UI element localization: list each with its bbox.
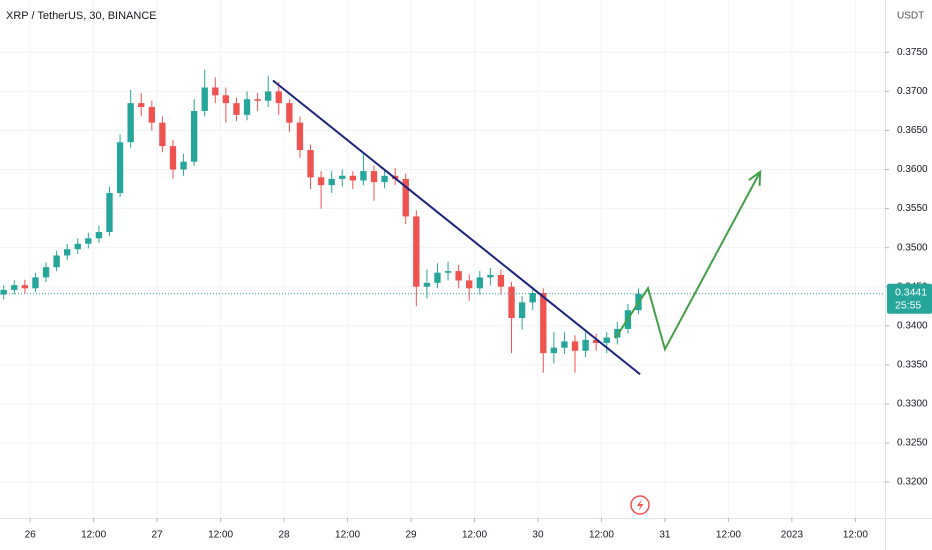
x-tick-label: 2023 <box>781 530 804 541</box>
candle-body <box>328 178 335 186</box>
candle-body <box>603 337 610 343</box>
candle-body <box>455 271 462 281</box>
x-tick-label: 12:00 <box>335 530 360 541</box>
y-tick-label: 0.3500 <box>897 242 928 253</box>
candle-body <box>275 91 282 104</box>
candle-body <box>487 275 494 278</box>
candle-body <box>444 271 452 273</box>
candle-body <box>508 286 515 318</box>
chart-title: XRP / TetherUS, 30, BINANCE <box>6 10 157 22</box>
candle-body <box>540 292 547 354</box>
plot <box>0 69 885 376</box>
x-tick-label: 12:00 <box>589 530 614 541</box>
candle-body <box>286 103 293 123</box>
drawing-line <box>272 79 641 376</box>
arrow-head <box>748 169 762 186</box>
candle-body <box>296 122 304 151</box>
x-tick-label: 30 <box>532 530 544 541</box>
candle-body <box>32 277 39 289</box>
y-tick-label: 0.3350 <box>897 360 928 371</box>
candle-body <box>381 175 388 183</box>
candle-body <box>201 87 208 111</box>
candle-body <box>64 249 71 256</box>
candle-body <box>222 95 230 104</box>
y-tick-label: 0.3700 <box>897 86 928 97</box>
candle-body <box>317 177 325 186</box>
currency-label: USDT <box>897 11 924 22</box>
grid <box>0 0 885 518</box>
candle-body <box>592 339 600 343</box>
x-tick-label: 12:00 <box>716 530 741 541</box>
y-tick-label: 0.3600 <box>897 164 928 175</box>
candle-body <box>11 285 18 290</box>
candle-body <box>190 110 198 162</box>
candle-body <box>423 282 431 287</box>
candle-body <box>497 275 505 287</box>
x-tick-label: 29 <box>405 530 417 541</box>
x-tick-label: 12:00 <box>462 530 487 541</box>
candle-body <box>180 161 187 170</box>
y-tick-label: 0.3250 <box>897 438 928 449</box>
candle-body <box>212 87 219 96</box>
y-tick-label: 0.3750 <box>897 47 928 58</box>
y-tick-label: 0.3400 <box>897 320 928 331</box>
candle-body <box>0 289 7 295</box>
candle-body <box>518 302 526 318</box>
candle-body <box>476 277 483 289</box>
candle-body <box>582 339 589 351</box>
x-tick-label: 12:00 <box>208 530 233 541</box>
candle-body <box>233 103 240 115</box>
candle-body <box>148 107 155 123</box>
candle-body <box>360 171 367 181</box>
candle-body <box>307 150 314 178</box>
drawing-line <box>614 171 762 352</box>
last-price-label: 0.3441 <box>895 287 927 299</box>
candle-body <box>529 292 536 303</box>
x-tick-label: 26 <box>25 530 37 541</box>
y-tick-label: 0.3650 <box>897 125 928 136</box>
x-tick-label: 12:00 <box>843 530 868 541</box>
candle-body <box>339 175 346 179</box>
candle-body <box>159 122 166 147</box>
candle-body <box>169 146 177 170</box>
candle-body <box>95 232 103 239</box>
candle-body <box>243 99 251 115</box>
candle-body <box>402 178 409 217</box>
alert-bolt <box>637 499 644 511</box>
candle-body <box>42 267 50 278</box>
y-tick-label: 0.3300 <box>897 399 928 410</box>
candle-body <box>614 328 621 338</box>
x-tick-label: 31 <box>659 530 671 541</box>
y-tick-label: 0.3550 <box>897 203 928 214</box>
candle-body <box>21 285 29 289</box>
last-price-box <box>887 283 932 314</box>
candle-body <box>53 255 60 268</box>
x-tick-label: 27 <box>152 530 164 541</box>
countdown-label: 25:55 <box>895 300 921 312</box>
candle-body <box>106 192 113 233</box>
candle-body <box>550 347 558 354</box>
candle-body <box>561 341 568 348</box>
candle-body <box>434 272 441 283</box>
candle-body <box>349 175 357 181</box>
candle-body <box>265 91 272 101</box>
candle-body <box>138 103 145 108</box>
candle-body <box>370 171 378 183</box>
alert-icon[interactable] <box>630 495 650 515</box>
y-tick-label: 0.3200 <box>897 477 928 488</box>
candle-body <box>85 238 92 244</box>
x-tick-label: 12:00 <box>81 530 106 541</box>
candle-body <box>74 243 81 250</box>
candle-body <box>116 142 124 193</box>
x-tick-label: 28 <box>279 530 291 541</box>
candle-body <box>413 216 420 287</box>
candle-body <box>254 99 261 101</box>
candle-body <box>127 103 134 143</box>
candle-body <box>571 341 579 351</box>
candle-body <box>466 280 473 289</box>
